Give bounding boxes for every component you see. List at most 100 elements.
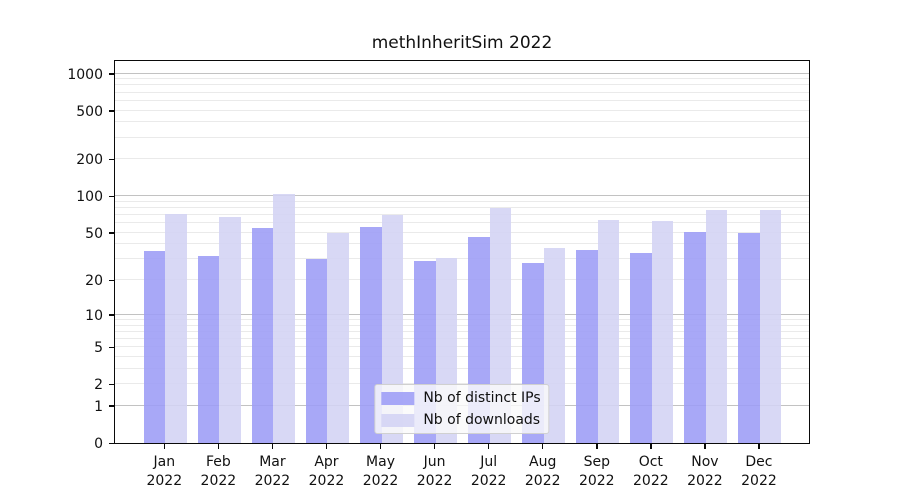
bar-downloads-sep: [597, 219, 620, 443]
gridline-minor: [115, 222, 809, 224]
bar-ips-feb: [197, 256, 220, 443]
gridline-minor: [115, 346, 809, 348]
x-tick-mark: [650, 444, 652, 449]
y-tick-label: 10: [85, 307, 103, 324]
x-tick-yearline: 2022: [741, 473, 777, 489]
bar-ips-nov: [684, 231, 706, 443]
gridline-minor: [115, 84, 809, 86]
x-tick-month: Feb: [205, 454, 231, 470]
x-tick-mark: [487, 444, 490, 449]
x-tick-mark: [217, 444, 220, 449]
gridline-minor: [115, 279, 809, 281]
chart-title: methInheritSim 2022: [371, 33, 553, 53]
x-tick-label-dec: Dec 2022: [729, 453, 789, 491]
x-tick-yearline: 2022: [633, 473, 669, 489]
y-tick-mark: [109, 110, 114, 112]
x-tick-label-mar: Mar 2022: [242, 453, 302, 491]
x-tick-mark: [758, 444, 760, 449]
gridline-minor: [115, 206, 809, 208]
x-tick-yearline: 2022: [308, 473, 345, 489]
y-tick-label: 5: [94, 340, 103, 357]
x-tick-label-sep: Sep 2022: [567, 453, 627, 491]
gridline-minor: [115, 318, 809, 320]
gridline-minor: [115, 383, 809, 385]
y-tick-mark: [109, 279, 114, 282]
bar-ips-jan: [143, 251, 166, 443]
y-tick-mark: [109, 195, 114, 198]
x-tick-month: Sep: [583, 454, 610, 470]
y-tick-label: 500: [76, 103, 103, 120]
y-tick-label: 2: [94, 377, 103, 394]
gridline-minor: [115, 337, 809, 339]
gridline-minor: [115, 330, 809, 332]
bar-downloads-mar: [273, 193, 295, 443]
bar-ips-mar: [251, 227, 274, 443]
y-tick-label: 50: [85, 225, 103, 242]
x-tick-month: Jun: [423, 454, 446, 470]
gridline-minor: [115, 324, 809, 326]
bar-downloads-jan: [165, 213, 187, 443]
x-tick-label-apr: Apr 2022: [296, 453, 356, 491]
y-tick-label: 1000: [67, 66, 103, 83]
x-tick-mark: [704, 444, 706, 449]
y-tick-label: 1: [94, 398, 103, 415]
x-tick-yearline: 2022: [687, 473, 723, 489]
y-tick-mark: [109, 405, 114, 407]
x-tick-label-feb: Feb 2022: [188, 453, 248, 491]
x-axis: Jan 2022 Feb 2022 Mar 2022 Apr 2022 May 2022 Jun 20…: [114, 444, 810, 500]
x-tick-yearline: 2022: [416, 473, 453, 489]
x-tick-mark: [163, 444, 166, 449]
legend-swatch-distinct-ips: [381, 391, 415, 405]
y-tick-label: 20: [85, 273, 103, 290]
gridline-minor: [115, 91, 809, 93]
x-tick-yearline: 2022: [524, 473, 561, 489]
x-tick-month: Aug: [529, 454, 557, 470]
x-tick-mark: [596, 444, 598, 449]
x-tick-yearline: 2022: [578, 473, 615, 489]
bar-downloads-dec: [759, 210, 782, 443]
gridline-minor: [115, 136, 809, 138]
x-tick-yearline: 2022: [200, 473, 237, 489]
y-tick-mark: [109, 346, 114, 349]
y-tick-mark: [109, 442, 114, 444]
gridline-minor: [115, 121, 809, 123]
y-tick-label: 0: [94, 436, 103, 452]
x-tick-label-jan: Jan 2022: [134, 453, 194, 491]
x-tick-label-oct: Oct 2022: [621, 453, 681, 491]
bar-downloads-apr: [327, 232, 349, 443]
gridline-minor: [115, 231, 809, 233]
gridline-minor: [115, 367, 809, 369]
y-axis: 0 1 2 5 10 20 50 100 200 500 1000: [0, 60, 114, 452]
x-tick-label-jun: Jun 2022: [405, 453, 465, 491]
y-tick-mark: [109, 73, 114, 75]
bar-ips-sep: [576, 249, 598, 443]
bar-ips-apr: [305, 259, 328, 443]
x-tick-yearline: 2022: [470, 473, 507, 489]
x-tick-yearline: 2022: [362, 473, 399, 489]
x-tick-mark: [379, 444, 382, 449]
y-tick-mark: [109, 383, 114, 386]
legend-swatch-downloads: [381, 413, 415, 427]
bar-downloads-oct: [651, 220, 674, 443]
gridline-minor: [115, 109, 809, 111]
x-tick-month: Oct: [638, 454, 663, 470]
x-tick-label-jul: Jul 2022: [459, 453, 519, 491]
gridline-minor: [115, 158, 809, 160]
y-tick-mark: [109, 314, 114, 316]
y-tick-label: 200: [76, 152, 103, 169]
x-tick-yearline: 2022: [254, 473, 291, 489]
x-tick-mark: [541, 444, 544, 449]
gridline-minor: [115, 99, 809, 101]
x-tick-yearline: 2022: [146, 473, 183, 489]
gridline-minor: [115, 258, 809, 260]
gridline-minor: [115, 355, 809, 357]
legend: Nb of distinct IPs Nb of downloads: [374, 384, 550, 434]
bar-downloads-nov: [705, 210, 728, 443]
gridline-minor: [115, 200, 809, 202]
bar-ips-dec: [738, 232, 760, 443]
plot-area: Nb of distinct IPs Nb of downloads: [114, 60, 810, 444]
gridline-minor: [115, 243, 809, 245]
x-tick-month: Jul: [480, 454, 498, 470]
x-tick-mark: [325, 444, 328, 449]
